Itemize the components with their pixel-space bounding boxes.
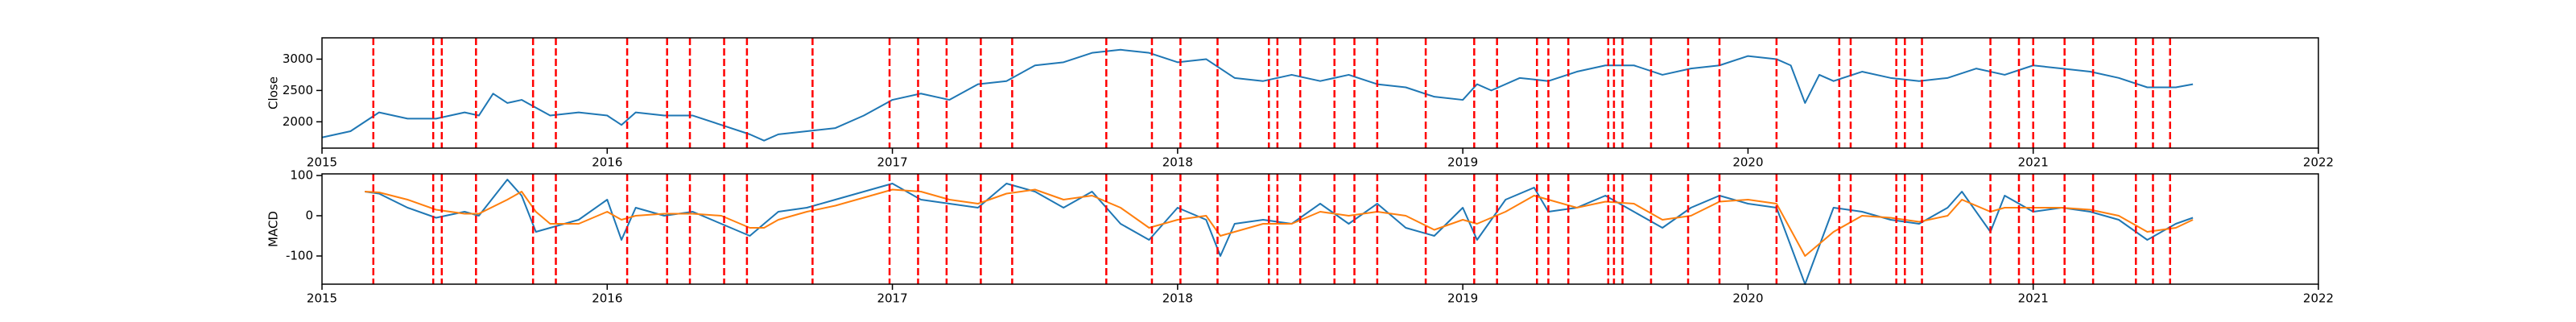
x-tick-label: 2022 [2303,291,2334,306]
x-tick-label: 2019 [1447,291,1478,306]
x-tick-label: 2020 [1732,291,1763,306]
y-tick-label: 0 [305,208,313,223]
data-line [365,179,2194,285]
y-axis-label: MACD [266,211,281,247]
axes-frame [321,173,2319,285]
x-tick-label: 2018 [1162,291,1193,306]
y-tick-label: -100 [286,249,313,263]
x-tick-label: 2022 [2303,155,2334,170]
x-tick-label: 2015 [307,155,337,170]
x-tick-label: 2016 [592,291,622,306]
y-tick-label: 100 [290,168,313,183]
axes-frame [321,37,2319,149]
x-tick-label: 2021 [2018,155,2049,170]
x-tick-label: 2021 [2018,291,2049,306]
y-tick-label: 3000 [283,52,313,66]
x-tick-label: 2019 [1447,155,1478,170]
y-tick-label: 2000 [283,114,313,129]
x-tick-label: 2017 [877,291,907,306]
x-tick-label: 2018 [1162,155,1193,170]
data-line [321,48,2194,142]
x-tick-label: 2016 [592,155,622,170]
data-line [365,188,2194,257]
y-axis-label: Close [266,76,281,109]
x-tick-label: 2020 [1732,155,1763,170]
x-tick-label: 2017 [877,155,907,170]
x-tick-label: 2015 [307,291,337,306]
y-tick-label: 2500 [283,83,313,97]
